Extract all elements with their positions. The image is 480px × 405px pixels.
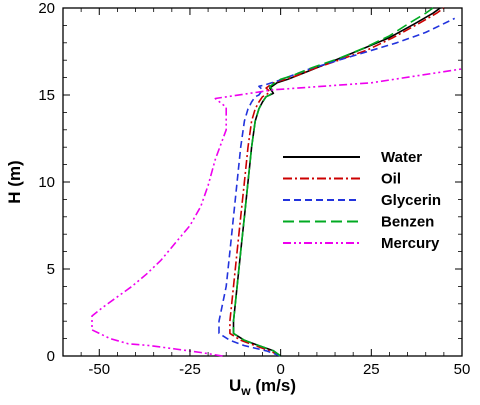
tick-layer: -50 -25 0 25 50 0 5 10 15 20 xyxy=(38,0,470,378)
series-line-benzen xyxy=(232,7,434,357)
series-line-glycerin xyxy=(218,17,456,357)
y-tick-label: 0 xyxy=(47,348,55,365)
x-axis-label: Uw (m/s) xyxy=(229,376,296,398)
x-tick-label: -25 xyxy=(179,361,201,378)
legend-label-mercury: Mercury xyxy=(381,235,440,252)
y-tick-label: 15 xyxy=(38,87,55,104)
legend: Water Oil Glycerin Benzen Mercury xyxy=(283,149,441,252)
y-axis-label-unit: (m) xyxy=(5,160,24,191)
x-axis-label-subscript: w xyxy=(240,384,251,398)
y-tick-label: 20 xyxy=(38,0,55,17)
series-line-mercury xyxy=(91,68,463,357)
x-tick-label: 25 xyxy=(363,361,380,378)
y-axis-label: H (m) xyxy=(5,160,24,203)
legend-label-water: Water xyxy=(381,149,422,166)
x-tick-label: 0 xyxy=(276,361,284,378)
y-tick-label: 5 xyxy=(47,261,55,278)
legend-label-oil: Oil xyxy=(381,171,401,188)
x-axis-label-unit: (m/s) xyxy=(251,376,296,395)
y-axis-label-main: H xyxy=(5,191,24,203)
series-line-oil xyxy=(229,7,445,357)
x-tick-label: -50 xyxy=(88,361,110,378)
y-tick-label: 10 xyxy=(38,174,55,191)
x-axis-label-main: U xyxy=(229,376,241,395)
x-tick-label: 50 xyxy=(454,361,471,378)
series-layer xyxy=(91,7,463,357)
legend-label-benzen: Benzen xyxy=(381,214,434,231)
legend-label-glycerin: Glycerin xyxy=(381,192,441,209)
